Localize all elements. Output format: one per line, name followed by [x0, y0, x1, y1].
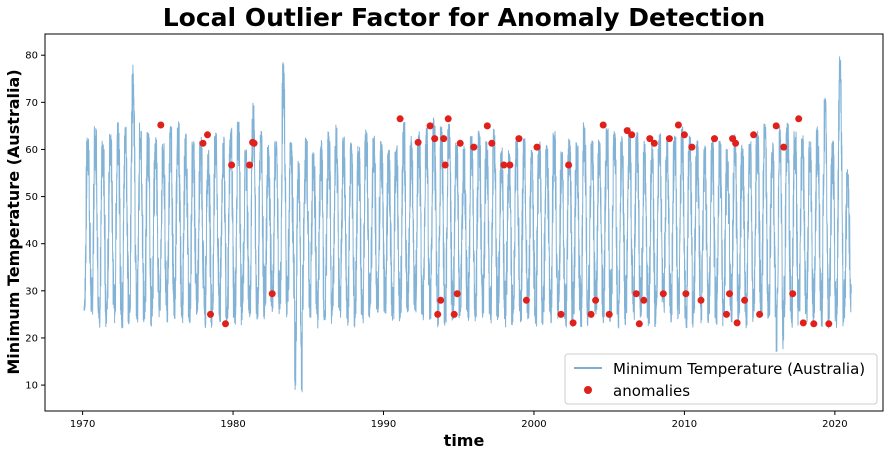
anomaly-point	[732, 139, 740, 147]
y-tick-label: 70	[25, 98, 38, 109]
y-tick-label: 50	[25, 192, 38, 203]
legend-label-anomalies: anomalies	[613, 382, 690, 400]
anomaly-point	[825, 320, 833, 328]
anomaly-point	[635, 320, 643, 328]
anomaly-point	[431, 135, 439, 143]
anomaly-point	[799, 319, 807, 327]
anomaly-point	[557, 310, 565, 318]
anomaly-point	[592, 296, 600, 304]
anomaly-point	[396, 115, 404, 123]
x-tick-label: 1980	[220, 419, 245, 430]
y-tick-label: 20	[25, 333, 38, 344]
anomaly-point	[453, 290, 461, 298]
anomaly-point	[228, 161, 236, 169]
anomaly-point	[587, 310, 595, 318]
anomaly-point	[444, 115, 452, 123]
anomaly-point	[726, 290, 733, 298]
anomaly-point	[772, 122, 780, 130]
x-tick-label: 2000	[521, 419, 546, 430]
anomaly-point	[434, 310, 442, 318]
anomaly-point	[456, 139, 464, 147]
anomaly-point	[488, 139, 496, 147]
anomaly-point	[437, 296, 445, 304]
anomaly-point	[207, 310, 214, 318]
anomaly-point	[688, 143, 696, 151]
anomaly-point	[711, 135, 718, 143]
legend: Minimum Temperature (Australia) anomalie…	[564, 353, 878, 405]
x-axis-label: time	[444, 431, 485, 450]
anomaly-point	[789, 290, 797, 298]
anomaly-point	[250, 139, 258, 147]
y-tick-label: 10	[25, 381, 38, 392]
x-tick-label: 2020	[822, 419, 847, 430]
anomaly-point	[204, 131, 211, 139]
y-tick-label: 80	[25, 51, 38, 62]
anomaly-point	[533, 143, 541, 151]
legend-label-series: Minimum Temperature (Australia)	[613, 360, 865, 378]
anomaly-point	[565, 161, 573, 169]
anomaly-point	[750, 131, 758, 139]
y-tick-label: 30	[25, 286, 38, 297]
anomaly-point	[569, 319, 577, 327]
anomaly-point	[733, 319, 741, 327]
anomaly-point	[414, 138, 422, 146]
anomaly-point	[628, 131, 636, 139]
legend-box	[564, 353, 878, 405]
anomaly-point	[441, 161, 449, 169]
anomaly-point	[646, 135, 654, 143]
anomaly-point	[697, 296, 705, 304]
anomaly-point	[599, 121, 607, 129]
anomaly-point	[500, 161, 508, 169]
anomaly-point	[440, 135, 448, 143]
y-tick-label: 60	[25, 145, 38, 156]
anomaly-point	[605, 310, 613, 318]
anomaly-point	[682, 290, 690, 298]
anomaly-point	[780, 143, 788, 151]
anomaly-point	[222, 320, 229, 328]
anomaly-point	[659, 290, 667, 298]
anomaly-point	[522, 296, 530, 304]
anomaly-point	[246, 161, 254, 169]
anomaly-point	[810, 320, 818, 328]
anomaly-point	[623, 127, 631, 135]
x-tick-label: 1990	[371, 419, 396, 430]
anomaly-layer	[157, 115, 833, 328]
anomaly-point	[665, 135, 673, 143]
x-tick-label: 2010	[672, 419, 697, 430]
anomaly-point	[795, 115, 803, 123]
y-axis-label: Minimum Temperature (Australia)	[4, 69, 23, 374]
y-tick-label: 40	[25, 239, 38, 250]
chart-title: Local Outlier Factor for Anomaly Detecti…	[163, 3, 765, 32]
x-axis: 1970 1980 1990 2000 2010 2020	[70, 411, 848, 430]
anomaly-point	[741, 296, 749, 304]
anomaly-point	[268, 290, 276, 298]
anomaly-point	[515, 135, 523, 143]
anomaly-point	[450, 310, 458, 318]
anomaly-point	[650, 139, 658, 147]
y-axis: 10 20 30 40 50 60 70 80	[25, 51, 45, 392]
anomaly-point	[157, 121, 165, 129]
anomaly-point	[470, 143, 478, 151]
anomaly-point	[723, 310, 730, 318]
anomaly-point	[199, 139, 207, 147]
x-tick-label: 1970	[70, 419, 95, 430]
anomaly-point	[632, 290, 640, 298]
anomaly-point	[680, 131, 688, 139]
anomaly-point	[756, 310, 764, 318]
anomaly-point	[506, 161, 514, 169]
anomaly-point	[483, 122, 491, 130]
anomaly-point	[674, 121, 682, 129]
anomaly-point	[426, 122, 434, 130]
legend-dot-swatch	[584, 386, 592, 394]
anomaly-point	[640, 296, 648, 304]
